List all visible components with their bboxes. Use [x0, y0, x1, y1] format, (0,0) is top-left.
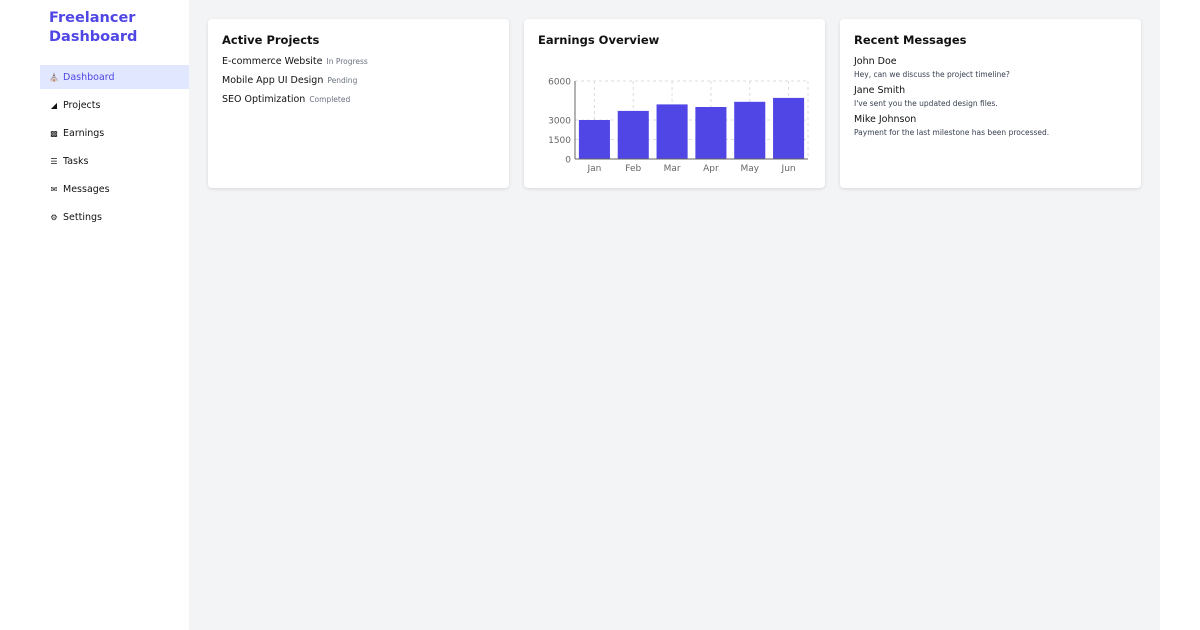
bar-may: [734, 101, 766, 159]
project-diagram-icon: ◢: [50, 100, 58, 110]
bar-feb: [617, 110, 649, 159]
sidebar: Freelancer Dashboard ⛪ Dashboard ◢ Project…: [0, 0, 189, 630]
x-tick-label: Feb: [625, 164, 641, 174]
message-text: Hey, can we discuss the project timeline…: [854, 70, 1010, 79]
card-title: Earnings Overview: [538, 33, 660, 47]
project-status: Completed: [309, 95, 351, 104]
sidebar-item-projects[interactable]: ◢ Projects: [40, 93, 189, 117]
gear-icon: ⚙: [50, 212, 58, 222]
bar-mar: [656, 104, 688, 159]
sidebar-item-label: Projects: [63, 99, 101, 111]
sidebar-item-label: Dashboard: [63, 71, 115, 83]
sidebar-item-label: Settings: [63, 211, 102, 223]
tasks-icon: ☰: [50, 156, 58, 166]
sidebar-item-earnings[interactable]: ▩ Earnings: [40, 121, 189, 145]
y-tick-label: 1500: [548, 136, 571, 146]
project-item: Mobile App UI Design Pending: [222, 75, 495, 88]
bar-apr: [695, 107, 727, 159]
envelope-icon: ✉: [50, 184, 58, 194]
card-title: Active Projects: [222, 33, 320, 47]
message-item[interactable]: John Doe Hey, can we discuss the project …: [854, 56, 1127, 79]
project-name: Mobile App UI Design: [222, 75, 324, 86]
project-name: SEO Optimization: [222, 94, 306, 105]
x-tick-label: Apr: [703, 164, 719, 174]
sidebar-item-tasks[interactable]: ☰ Tasks: [40, 149, 189, 173]
brand-title: Freelancer Dashboard: [49, 10, 138, 45]
sidebar-item-label: Earnings: [63, 127, 105, 139]
x-tick-label: Jan: [586, 164, 601, 174]
x-tick-label: Mar: [664, 164, 681, 174]
y-tick-label: 0: [565, 156, 571, 166]
recent-messages-card: Recent Messages John Doe Hey, can we disc…: [840, 19, 1141, 188]
home-icon: ⛪: [49, 72, 59, 82]
earnings-card: Earnings Overview 0 1500 3000 6000 Jan Feb Mar…: [524, 19, 825, 188]
sidebar-item-label: Messages: [63, 183, 110, 195]
y-tick-label: 6000: [548, 78, 571, 88]
project-status: Pending: [327, 76, 358, 85]
x-tick-label: May: [740, 164, 759, 174]
bar-jun: [773, 97, 805, 159]
message-item[interactable]: Mike Johnson Payment for the last milesto…: [854, 114, 1127, 137]
message-sender: Jane Smith: [854, 85, 906, 96]
y-tick-label: 3000: [548, 117, 571, 127]
project-item: SEO Optimization Completed: [222, 94, 495, 107]
x-tick-label: Jun: [781, 164, 796, 174]
message-text: I've sent you the updated design files.: [854, 99, 998, 108]
bar-jan: [578, 120, 610, 159]
sidebar-item-label: Tasks: [63, 155, 89, 167]
earnings-chart: 0150030006000JanFebMarAprMayJunamount: [548, 78, 809, 174]
money-bill-icon: ▩: [50, 128, 58, 138]
project-item: E-commerce Website In Progress: [222, 56, 495, 69]
main-content: Active Projects E-commerce Website In Pro…: [189, 0, 1160, 630]
message-sender: Mike Johnson: [854, 114, 917, 125]
message-item[interactable]: Jane Smith I've sent you the updated desi…: [854, 85, 1127, 108]
message-text: Payment for the last milestone has been …: [854, 128, 1050, 137]
active-projects-card: Active Projects E-commerce Website In Pro…: [208, 19, 509, 188]
project-status: In Progress: [326, 57, 368, 66]
sidebar-item-dashboard[interactable]: ⛪ Dashboard: [40, 65, 189, 89]
project-name: E-commerce Website: [222, 56, 323, 67]
sidebar-item-messages[interactable]: ✉ Messages: [40, 177, 189, 201]
card-title: Recent Messages: [854, 33, 967, 47]
message-sender: John Doe: [854, 56, 897, 67]
sidebar-nav: ⛪ Dashboard ◢ Projects ▩ Earnings ☰ Tasks ✉ M…: [40, 65, 189, 233]
sidebar-item-settings[interactable]: ⚙ Settings: [40, 205, 189, 229]
